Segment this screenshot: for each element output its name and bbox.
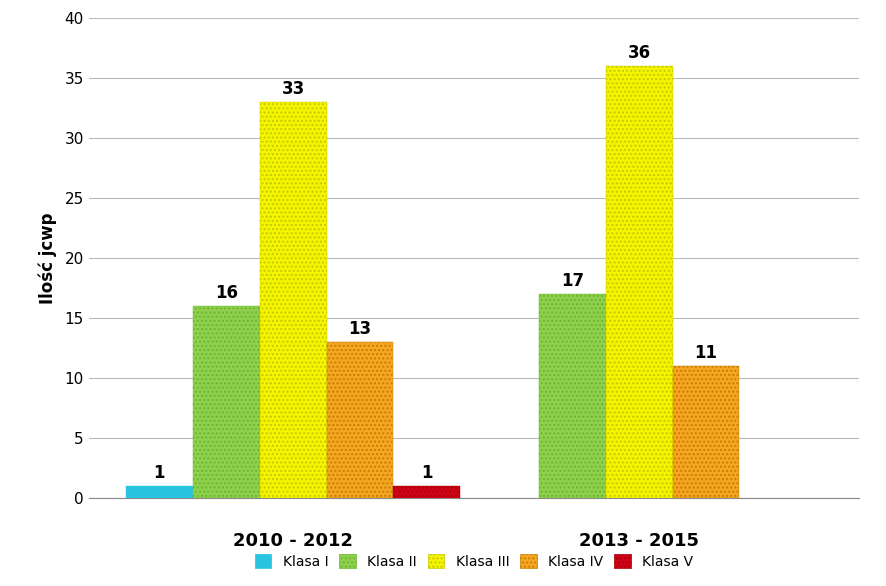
Bar	[672, 366, 740, 498]
Text: 1: 1	[421, 465, 432, 482]
Text: 33: 33	[282, 80, 305, 98]
Bar	[193, 306, 260, 498]
Text: 13: 13	[348, 321, 371, 338]
Text: 16: 16	[214, 284, 237, 302]
Bar	[393, 486, 460, 498]
Bar	[260, 102, 327, 498]
Y-axis label: Ilość jcwp: Ilość jcwp	[39, 212, 58, 304]
Text: 1: 1	[153, 465, 165, 482]
Bar	[539, 294, 606, 498]
Text: 36: 36	[627, 44, 650, 62]
Text: 17: 17	[561, 272, 584, 290]
Legend: Klasa I, Klasa II, Klasa III, Klasa IV, Klasa V: Klasa I, Klasa II, Klasa III, Klasa IV, …	[251, 550, 697, 573]
Bar	[606, 66, 672, 498]
Text: 2010 - 2012: 2010 - 2012	[233, 532, 354, 550]
Bar	[327, 342, 393, 498]
Text: 2013 - 2015: 2013 - 2015	[579, 532, 699, 550]
Bar	[126, 486, 193, 498]
Text: 11: 11	[695, 345, 718, 362]
